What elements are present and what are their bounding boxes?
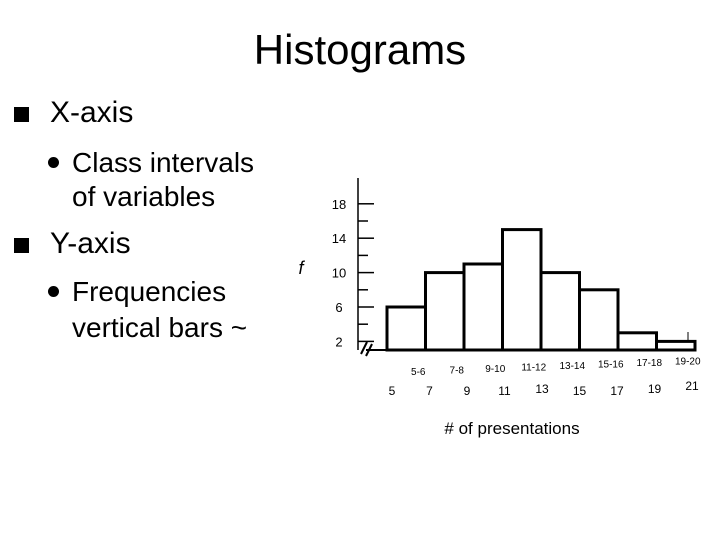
histogram-marks: 18 14 10 6 2 f 5-6 7-8 9-10 11-12 13-14 15-16 17-18 1… <box>298 178 701 438</box>
axis-break-mark <box>360 341 368 355</box>
class-interval-label: 5-6 <box>411 367 426 378</box>
class-interval-label: 19-20 <box>675 357 701 368</box>
y-tick-label: 14 <box>332 231 346 246</box>
histogram-bar <box>385 305 427 352</box>
square-bullet-icon <box>14 238 29 253</box>
histogram-bar <box>616 331 658 352</box>
bullet-y-axis-label: Y-axis <box>50 227 131 260</box>
histogram-bar <box>501 228 543 352</box>
slide-title: Histograms <box>253 26 467 73</box>
round-bullet-icon <box>48 157 59 168</box>
class-interval-label: 17-18 <box>636 358 662 369</box>
histogram-bar <box>655 339 697 352</box>
boundary-label: 11 <box>498 384 511 398</box>
boundary-label: 9 <box>464 384 471 398</box>
boundary-label: 13 <box>535 382 549 396</box>
x-axis-label: # of presentations <box>444 419 579 438</box>
boundary-label: 7 <box>426 384 433 398</box>
y-tick-label: 18 <box>332 197 346 212</box>
class-interval-label: 7-8 <box>450 366 465 377</box>
histogram-bar <box>578 288 620 352</box>
round-bullet-icon <box>48 286 59 297</box>
class-interval-label: 9-10 <box>485 364 505 375</box>
y-tick-label: 2 <box>335 334 342 349</box>
boundary-label: 19 <box>648 382 662 396</box>
sub-bullet-frequencies-label: Frequencies <box>72 276 227 307</box>
class-interval-label: 11-12 <box>521 363 546 374</box>
square-bullet-icon <box>14 107 29 122</box>
y-axis-label: f <box>298 258 305 278</box>
class-interval-label: 13-14 <box>559 361 585 372</box>
sub-bullet-continuation-label: of variables <box>72 181 216 212</box>
histogram-bar <box>424 271 466 352</box>
boundary-label: 21 <box>685 379 699 393</box>
y-tick-label: 6 <box>335 300 342 315</box>
sub-bullet-class-intervals-label: Class intervals <box>72 147 255 178</box>
y-tick-label: 10 <box>332 266 346 281</box>
boundary-label: 5 <box>389 384 396 398</box>
boundary-label: 15 <box>573 384 587 398</box>
histogram-bar <box>462 262 504 352</box>
bullet-x-axis-label: X-axis <box>50 96 134 129</box>
sub-bullet-vertical-bars-label: vertical bars ~ <box>72 312 248 343</box>
histogram-bar <box>539 271 581 352</box>
class-interval-label: 15-16 <box>598 360 624 371</box>
boundary-label: 17 <box>610 384 624 398</box>
